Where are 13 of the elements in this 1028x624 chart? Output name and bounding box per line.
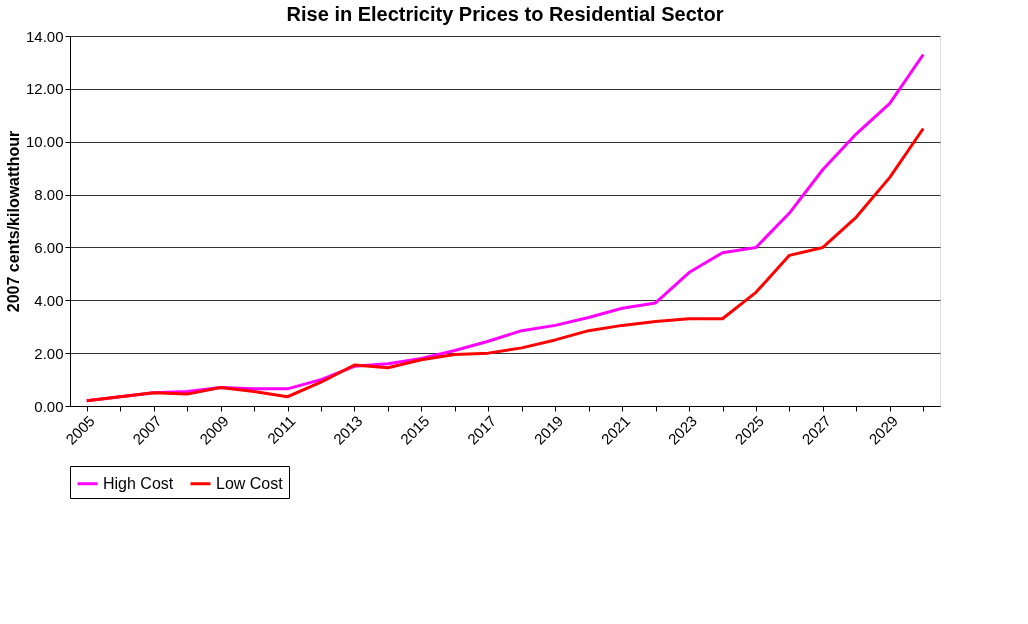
y-tick-label: 10.00: [25, 133, 64, 151]
y-tick-label: 8.00: [34, 186, 64, 204]
chart-title: Rise in Electricity Prices to Residential Sector: [286, 3, 724, 25]
y-axis-title: 2007 cents/kilowatthour: [4, 130, 22, 313]
legend-label: High Cost: [103, 474, 174, 492]
y-tick-label: 2.00: [34, 344, 64, 362]
y-tick-label: 14.00: [25, 27, 64, 45]
line-series: [85, 127, 925, 403]
y-tick-label: 12.00: [25, 80, 64, 98]
y-tick-label: 6.00: [34, 238, 64, 256]
legend-label: Low Cost: [216, 474, 284, 492]
y-tick-label: 4.00: [34, 291, 64, 309]
y-tick-label: 0.00: [34, 397, 64, 415]
